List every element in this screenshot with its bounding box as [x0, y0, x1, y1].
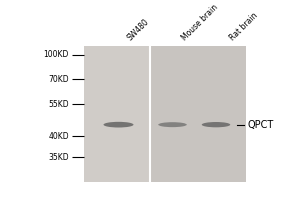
Ellipse shape: [158, 122, 187, 127]
Text: 35KD: 35KD: [48, 153, 69, 162]
Text: Rat brain: Rat brain: [228, 11, 260, 42]
Text: 100KD: 100KD: [44, 50, 69, 59]
Text: Mouse brain: Mouse brain: [180, 3, 220, 42]
Text: SW480: SW480: [126, 17, 151, 42]
FancyBboxPatch shape: [84, 46, 150, 182]
Text: QPCT: QPCT: [248, 120, 274, 130]
Ellipse shape: [202, 122, 230, 127]
Text: 55KD: 55KD: [48, 100, 69, 109]
Text: 40KD: 40KD: [48, 132, 69, 141]
FancyBboxPatch shape: [150, 46, 246, 182]
Text: 70KD: 70KD: [48, 75, 69, 84]
Ellipse shape: [103, 122, 134, 128]
